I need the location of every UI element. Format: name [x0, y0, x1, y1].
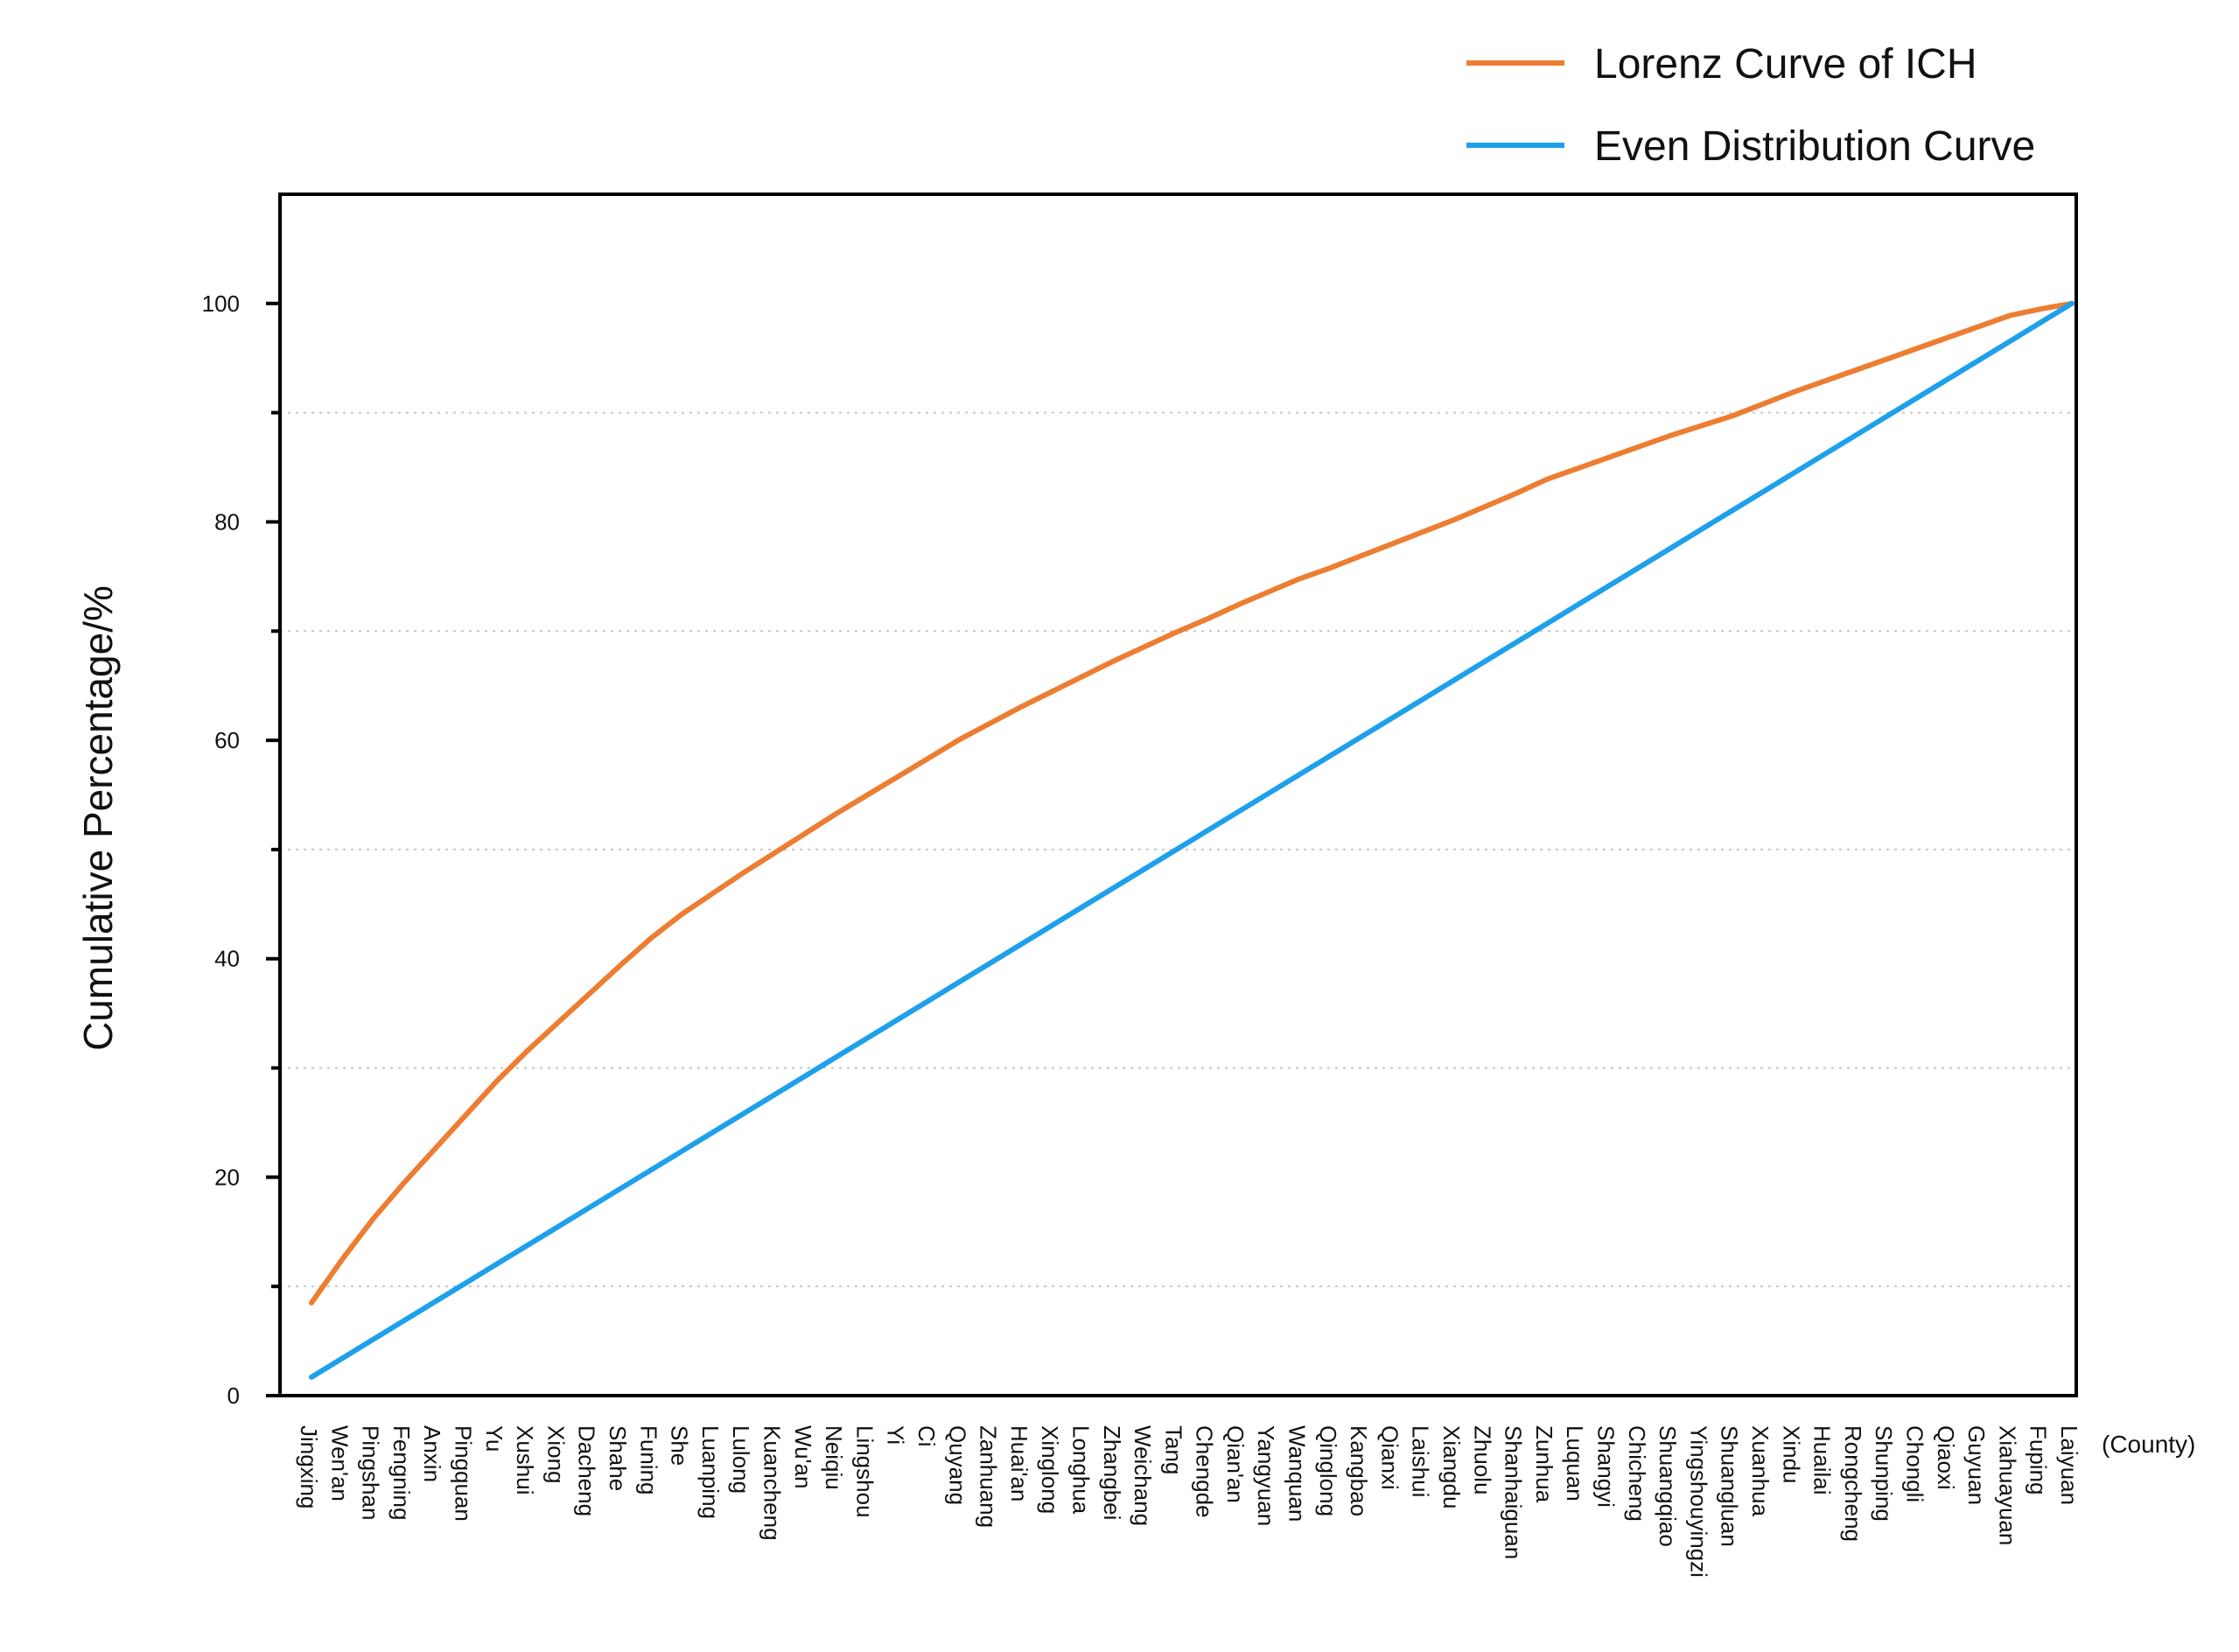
- plot-frame: [278, 192, 2078, 1397]
- x-tick-label-laishui: Laishui: [1408, 1425, 1434, 1497]
- x-tick-label-shahe: Shahe: [605, 1425, 631, 1491]
- y-tick-label-20: 20: [214, 1164, 240, 1190]
- x-tick-label-pingshan: Pingshan: [358, 1425, 384, 1520]
- x-tick-label-luanping: Luanping: [697, 1425, 724, 1519]
- x-tick-label-she: She: [667, 1425, 693, 1466]
- legend-item-even-label: Even Distribution Curve: [1594, 123, 2035, 170]
- x-tick-label-ci: Ci: [913, 1425, 940, 1447]
- x-tick-label-yangyuan: Yangyuan: [1253, 1425, 1279, 1526]
- x-tick-label-quyang: Quyang: [944, 1425, 970, 1505]
- y-tick-label-60: 60: [214, 727, 240, 753]
- x-axis: Jingxing Wen'an Pingshan Fengning Anxin Pingq…: [296, 1425, 2082, 1578]
- x-tick-label-chongli: Chongli: [1902, 1425, 1928, 1502]
- x-tick-label-lulong: Lulong: [728, 1425, 754, 1494]
- lorenz-curve-line: [309, 300, 2075, 1306]
- x-tick-label-chicheng: Chicheng: [1624, 1425, 1650, 1522]
- x-tick-label-shuangluan: Shuangluan: [1717, 1425, 1743, 1547]
- x-tick-label-qinglong: Qinglong: [1315, 1425, 1341, 1516]
- x-tick-label-xinglong: Xinglong: [1037, 1425, 1063, 1514]
- x-tick-label-shangyi: Shangyi: [1593, 1425, 1620, 1508]
- legend-item-lorenz-label: Lorenz Curve of ICH: [1594, 41, 1977, 88]
- x-tick-label-yi: Yi: [883, 1425, 909, 1445]
- x-tick-label-shunping: Shunping: [1871, 1425, 1897, 1522]
- x-tick-label-pingquan: Pingquan: [450, 1425, 476, 1522]
- x-tick-label-rongcheng: Rongcheng: [1840, 1425, 1866, 1542]
- y-axis-title: Cumulative Percentage/%: [75, 585, 121, 1051]
- x-tick-label-laiyuan: Laiyuan: [2056, 1425, 2082, 1505]
- x-tick-label-lingshou: Lingshou: [851, 1425, 878, 1518]
- x-tick-label-jingxing: Jingxing: [296, 1425, 322, 1508]
- x-tick-label-yu: Yu: [481, 1425, 507, 1452]
- x-tick-label-zunhua: Zunhua: [1531, 1425, 1557, 1503]
- x-tick-label-wu-an: Wu'an: [790, 1425, 816, 1488]
- x-axis-unit-label: (County): [2102, 1431, 2195, 1458]
- y-tick-label-100: 100: [202, 290, 240, 317]
- x-tick-label-qianxi: Qianxi: [1376, 1425, 1403, 1490]
- x-tick-label-xindu: Xindu: [1778, 1425, 1804, 1484]
- x-tick-label-qian-an: Qian'an: [1222, 1425, 1249, 1503]
- x-tick-label-fengning: Fengning: [388, 1425, 415, 1520]
- x-tick-label-shanhaiguan: Shanhaiguan: [1501, 1425, 1527, 1559]
- x-tick-label-tang: Tang: [1160, 1425, 1186, 1474]
- x-tick-label-kangbao: Kangbao: [1346, 1425, 1372, 1516]
- x-tick-label-huai-an: Huai'an: [1006, 1425, 1032, 1502]
- even-distribution-line: [309, 300, 2075, 1380]
- x-tick-label-chengde: Chengde: [1192, 1425, 1218, 1518]
- x-tick-label-funing: Funing: [635, 1425, 661, 1495]
- x-tick-label-xiong: Xiong: [542, 1425, 569, 1484]
- legend-item-even: Even Distribution Curve: [1466, 123, 2035, 170]
- x-tick-label-wen-an: Wen'an: [326, 1425, 353, 1502]
- y-tick-label-0: 0: [227, 1382, 240, 1409]
- x-tick-label-zhangbei: Zhangbei: [1099, 1425, 1125, 1520]
- x-tick-label-longhua: Longhua: [1067, 1425, 1094, 1515]
- x-tick-label-guyuan: Guyuan: [1963, 1425, 1990, 1505]
- x-tick-label-yingshouyingzi: Yingshouyingzi: [1685, 1425, 1711, 1578]
- legend: Lorenz Curve of ICH Even Distribution Cur…: [1466, 41, 2035, 170]
- y-axis: 0 20 40 60 80 100: [202, 290, 280, 1409]
- x-tick-label-huailai: Huailai: [1809, 1425, 1836, 1495]
- x-tick-label-xushui: Xushui: [512, 1425, 538, 1495]
- y-tick-label-80: 80: [214, 508, 240, 535]
- x-tick-label-luquan: Luquan: [1562, 1425, 1588, 1502]
- x-tick-label-anxin: Anxin: [419, 1425, 445, 1482]
- x-tick-label-xuanhua: Xuanhua: [1747, 1425, 1774, 1517]
- series-lines: [309, 300, 2075, 1380]
- x-tick-label-xiahuayuan: Xiahuayuan: [1994, 1425, 2020, 1545]
- legend-item-lorenz: Lorenz Curve of ICH: [1466, 41, 1977, 88]
- x-tick-label-shuangqiao: Shuangqiao: [1655, 1425, 1681, 1547]
- x-tick-label-xiangdu: Xiangdu: [1438, 1425, 1465, 1508]
- y-tick-label-40: 40: [214, 946, 240, 972]
- x-tick-label-kuancheng: Kuancheng: [759, 1425, 785, 1541]
- x-tick-label-fuping: Fuping: [2026, 1425, 2052, 1495]
- x-tick-label-wanquan: Wanquan: [1284, 1425, 1311, 1522]
- x-tick-label-dacheng: Dacheng: [574, 1425, 600, 1516]
- x-tick-label-zhuolu: Zhuolu: [1469, 1425, 1495, 1495]
- x-tick-label-qiaoxi: Qiaoxi: [1933, 1425, 1959, 1490]
- x-tick-label-weichang: Weichang: [1130, 1425, 1156, 1526]
- x-tick-label-zanhuang: Zanhuang: [976, 1425, 1002, 1528]
- x-tick-label-neiqiu: Neiqiu: [821, 1425, 847, 1490]
